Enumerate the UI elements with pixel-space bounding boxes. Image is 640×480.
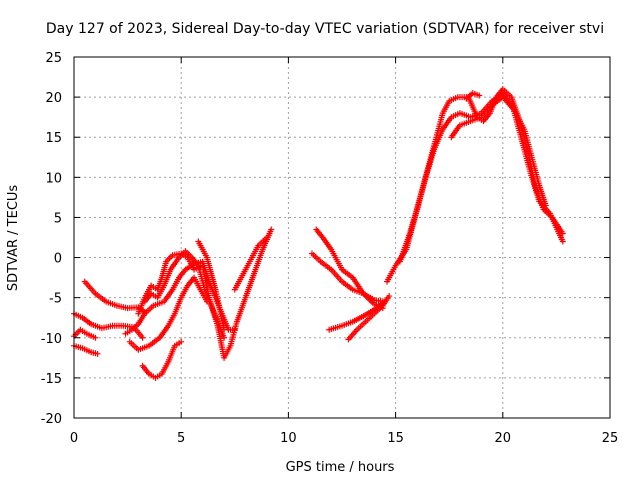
data-point	[221, 334, 228, 341]
series-arc-2b	[126, 274, 210, 353]
series-arc-2f	[231, 234, 270, 293]
data-point	[542, 202, 549, 209]
y-tick-label: 0	[54, 252, 62, 267]
y-tick-label: -5	[49, 292, 62, 307]
x-tick-label: 25	[602, 431, 619, 446]
data-point	[263, 234, 270, 241]
x-tick-label: 15	[387, 431, 404, 446]
x-tick-label: 10	[280, 431, 297, 446]
series-arc-3	[139, 338, 185, 381]
y-tick-label: -15	[41, 372, 62, 387]
series-arc-4b	[308, 250, 386, 312]
chart-title: Day 127 of 2023, Sidereal Day-to-day VTE…	[46, 21, 604, 37]
y-tick-label: 10	[45, 171, 62, 186]
y-tick-label: 20	[45, 91, 62, 106]
grid-lines	[74, 57, 610, 418]
y-tick-label: -20	[41, 412, 62, 427]
x-tick-label: 5	[177, 431, 185, 446]
series-arc-5c	[448, 94, 549, 209]
series-arc-4d	[326, 298, 388, 333]
data-point	[139, 334, 146, 341]
y-axis-label: SDTVAR / TECUs	[6, 185, 21, 292]
data-point	[94, 350, 101, 357]
series-arc-1a	[71, 310, 146, 341]
series-arc-1d	[81, 278, 148, 316]
data-point	[476, 92, 483, 99]
x-axis-label: GPS time / hours	[286, 460, 395, 475]
data-point	[221, 326, 228, 333]
data-points	[71, 86, 566, 381]
series-arc-1c	[71, 342, 101, 357]
data-point	[381, 298, 388, 305]
y-tick-label: 15	[45, 131, 62, 146]
y-tick-label: 25	[45, 51, 62, 66]
data-point	[268, 226, 275, 233]
data-point	[92, 334, 99, 341]
series-arc-1b	[71, 326, 99, 341]
series-arc-2e	[195, 238, 228, 333]
data-point	[178, 338, 185, 345]
plot-frame	[73, 56, 611, 419]
x-tick-label: 20	[495, 431, 512, 446]
series-arc-5d	[463, 90, 483, 102]
x-tick-label: 0	[70, 431, 78, 446]
data-point	[386, 293, 393, 300]
y-tick-label: 5	[54, 211, 62, 226]
series-arc-2d	[141, 248, 228, 341]
axis-ticks: 0 5 10 15 20 25 -20 -15 -10 -5 0 5 10 15 20 25	[41, 51, 619, 446]
y-tick-label: -10	[41, 332, 62, 347]
data-point	[559, 238, 566, 245]
